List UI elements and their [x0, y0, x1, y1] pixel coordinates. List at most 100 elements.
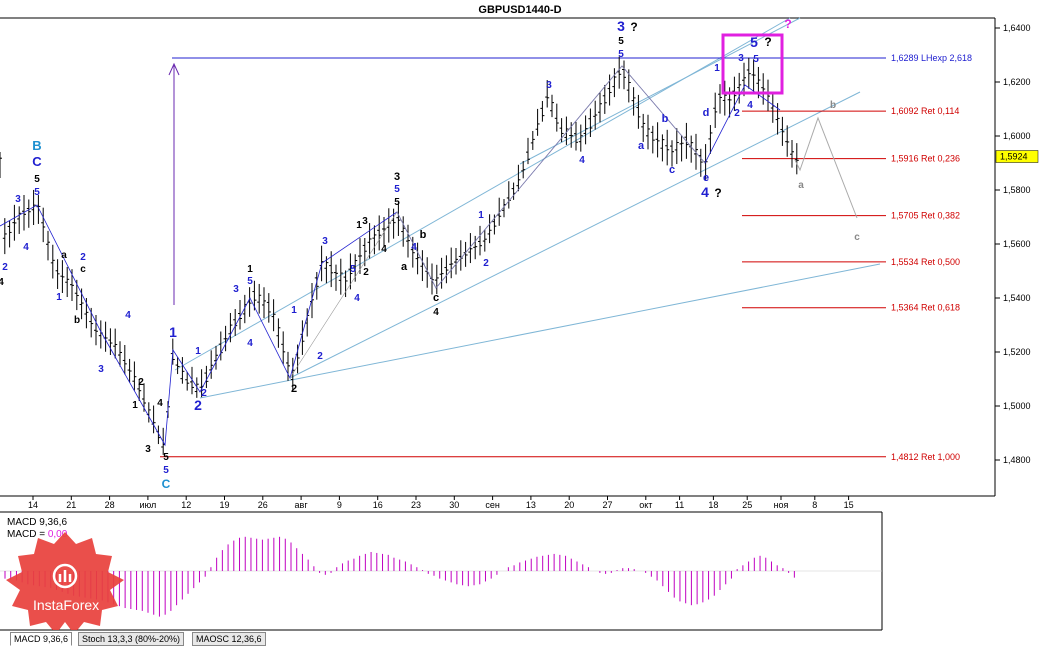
price-bar — [286, 351, 290, 381]
wave-label: 4 — [23, 242, 29, 253]
price-bar — [108, 328, 113, 356]
time-tick-label: 14 — [28, 500, 38, 510]
price-bar — [540, 100, 545, 122]
price-tick-label: 1,5400 — [1003, 293, 1031, 303]
price-bar — [655, 122, 660, 158]
price-bar — [358, 238, 362, 274]
wave-label: 5 — [618, 36, 624, 47]
price-bar — [26, 199, 31, 228]
tab-macd[interactable]: MACD 9,36,6 — [10, 632, 73, 646]
price-bar — [535, 108, 540, 136]
time-tick-label: 16 — [373, 500, 383, 510]
wave-label: 3 — [617, 18, 625, 34]
wave-label: 5 — [34, 174, 40, 185]
wave-label: c — [669, 164, 675, 176]
price-bar — [180, 357, 185, 384]
price-bar — [780, 116, 785, 146]
price-bar — [607, 74, 612, 106]
wave-label: 2 — [138, 377, 144, 388]
wave-label: 5 — [34, 187, 40, 198]
price-bar — [31, 189, 36, 225]
wave-label: c — [433, 292, 439, 304]
fib-level-label: 1,6289 LHexp 2,618 — [891, 53, 972, 63]
price-bar — [252, 280, 257, 311]
wave-label: 1 — [714, 63, 720, 74]
wave-label: 1 — [478, 210, 484, 221]
price-bar — [530, 130, 535, 150]
wave-label: 4 — [125, 310, 131, 321]
tab-maosc[interactable]: MAOSC 12,36,6 — [192, 632, 266, 646]
price-bar — [12, 204, 17, 241]
wave-label: 4 — [157, 398, 163, 409]
price-bar — [338, 258, 343, 295]
time-tick-label: окт — [639, 500, 652, 510]
wave-label: 1 — [169, 324, 177, 340]
price-bar — [142, 383, 146, 412]
time-tick-label: 20 — [564, 500, 574, 510]
fib-level-label: 1,4812 Ret 1,000 — [891, 452, 960, 462]
time-tick-label: 30 — [449, 500, 459, 510]
price-bar — [415, 242, 420, 275]
price-bar — [454, 247, 458, 275]
time-tick-label: 28 — [105, 500, 115, 510]
wave-label: 3 — [145, 444, 151, 455]
price-bar — [790, 139, 794, 168]
macd-label-2: MACD = 0,00 — [7, 529, 68, 540]
logo-text: InstaForex — [33, 597, 100, 613]
price-bar — [439, 257, 444, 289]
price-bar — [722, 80, 727, 116]
wave-label: e — [703, 172, 709, 184]
price-bar — [487, 214, 492, 244]
price-tick-label: 1,6200 — [1003, 77, 1031, 87]
wave-label: 5 — [350, 264, 356, 275]
price-bar — [262, 287, 266, 319]
projection-arrow-head — [168, 62, 180, 76]
wave-label: 2 — [291, 383, 297, 395]
wave-label: 4 — [701, 184, 709, 200]
wave-label: 2 — [80, 252, 86, 263]
price-bar — [324, 256, 329, 284]
tab-stoch[interactable]: Stoch 13,3,3 (80%-20%) — [78, 632, 185, 646]
price-bar — [113, 328, 118, 359]
price-bar — [478, 225, 482, 256]
wave-lines — [0, 33, 858, 447]
wave-label: 2 — [2, 262, 8, 273]
price-bar — [185, 371, 190, 391]
price-bar — [545, 80, 550, 108]
channel-line — [199, 263, 881, 399]
wave-label: 2 — [734, 108, 740, 119]
macd-label-value: 0,00 — [48, 529, 68, 540]
time-tick-label: 27 — [602, 500, 612, 510]
wave-label: 2 — [483, 258, 489, 269]
price-axis: 1,6400 1,6200 1,6000 1,5800 1,5600 1,5400 1,52… — [995, 23, 1039, 465]
wave-label: 2 — [317, 351, 323, 362]
price-bar — [482, 229, 487, 252]
time-tick-label: 19 — [219, 500, 229, 510]
price-bar — [314, 272, 319, 300]
wave-label: 3 — [15, 194, 21, 205]
price-bar — [444, 255, 449, 284]
price-bar — [473, 235, 478, 260]
price-bar — [55, 259, 60, 289]
price-bar — [588, 108, 593, 138]
price-bar — [646, 114, 650, 150]
time-tick-label: ноя — [774, 500, 789, 510]
price-bar — [122, 345, 127, 375]
price-bar — [694, 133, 698, 170]
price-bar — [761, 73, 766, 105]
price-bar — [175, 357, 180, 375]
time-tick-label: 15 — [844, 500, 854, 510]
channel-line — [289, 91, 861, 379]
time-tick-label: 18 — [708, 500, 718, 510]
wave-label: 4 — [381, 244, 387, 255]
price-bar — [271, 299, 276, 332]
time-tick-label: сен — [485, 500, 500, 510]
wave-label: b — [662, 113, 669, 125]
current-price-label: 1,5924 — [1000, 152, 1028, 162]
time-axis: 14 21 28 июл 12 19 26 авг 9 16 23 30 сен 13 20 27 окт 11 1… — [28, 496, 854, 510]
price-bar — [626, 69, 631, 103]
wave-label: 1 — [132, 400, 138, 411]
wave-label: 4 — [247, 338, 253, 349]
wave-label: 3 — [738, 53, 744, 64]
wave-label: b — [74, 315, 80, 326]
